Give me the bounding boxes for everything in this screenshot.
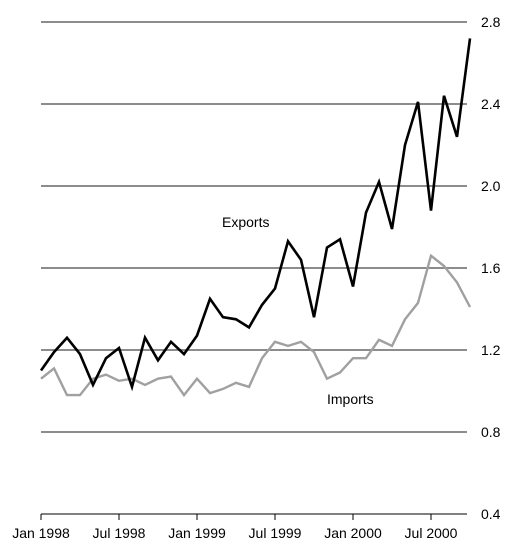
y-tick-label: 2.8 [481,14,501,30]
y-tick-label: 0.8 [481,424,501,440]
y-axis: 2.8 2.4 2.0 1.6 1.2 0.8 0.4 [481,14,501,522]
x-tick-label: Jul 1998 [93,525,146,541]
gridlines [41,21,467,433]
series-line-imports [40,253,472,398]
y-tick-label: 2.4 [481,96,501,112]
series-line-exports [39,38,472,392]
y-tick-label: 1.6 [481,260,501,276]
x-tick-label: Jul 1999 [249,525,302,541]
series-label-imports: Imports [327,391,374,407]
x-tick-label: Jul 2000 [405,525,458,541]
x-axis-ticks: Jan 1998 Jul 1998 Jan 1999 Jul 1999 Jan 2000… [12,514,458,541]
x-tick-label: Jan 1998 [12,525,70,541]
y-tick-label: 2.0 [481,178,501,194]
series-lines [39,38,472,398]
y-tick-label: 0.4 [481,506,501,522]
x-tick-label: Jan 2000 [324,525,382,541]
series-label-exports: Exports [222,214,269,230]
x-tick-label: Jan 1999 [168,525,226,541]
y-tick-label: 1.2 [481,342,501,358]
